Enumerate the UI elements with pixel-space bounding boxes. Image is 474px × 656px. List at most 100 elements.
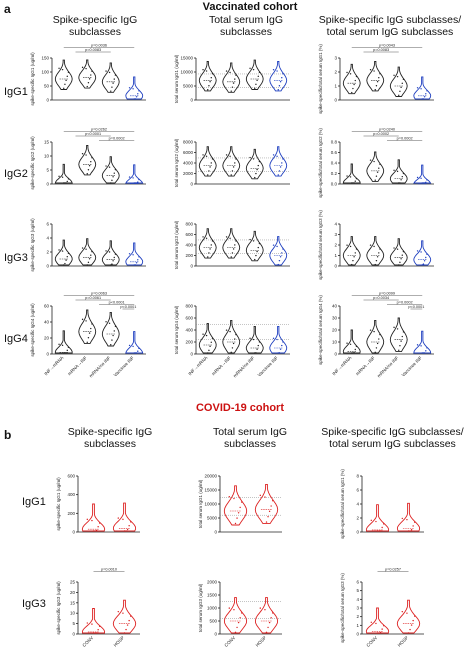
data-point: [402, 250, 405, 253]
data-point: [111, 179, 113, 182]
violin: [222, 228, 241, 259]
y-tick-label: 1500: [207, 593, 218, 598]
data-point: [265, 631, 268, 633]
data-point: [264, 496, 266, 498]
data-point: [92, 530, 95, 532]
data-point: [353, 256, 355, 258]
data-point: [112, 176, 114, 178]
data-point: [225, 329, 228, 331]
data-point: [91, 623, 93, 625]
data-point: [61, 68, 64, 71]
y-tick-label: 3: [334, 232, 337, 237]
data-point: [66, 349, 68, 352]
data-point: [374, 263, 376, 266]
data-point: [126, 528, 129, 531]
x-tick-label: mRNA/no INF: [376, 355, 400, 379]
data-point: [110, 343, 112, 346]
violin: [342, 329, 361, 354]
data-point: [108, 322, 111, 325]
data-point: [67, 71, 70, 74]
data-point: [128, 344, 131, 347]
data-point: [352, 87, 354, 90]
data-point: [130, 521, 132, 523]
data-point: [81, 153, 84, 155]
col-title-a-spike: Spike-specific IgG subclasses: [52, 14, 138, 39]
data-point: [208, 349, 210, 352]
y-tick-label: 20: [70, 590, 76, 595]
data-point: [111, 339, 113, 341]
data-point: [87, 261, 90, 264]
data-point: [277, 174, 279, 176]
data-point: [133, 98, 135, 100]
data-point: [94, 632, 96, 634]
data-point: [258, 71, 261, 74]
data-point: [378, 530, 380, 532]
violin: [112, 502, 137, 532]
data-point: [229, 237, 231, 239]
data-point: [369, 159, 372, 161]
y-tick-label: 60: [44, 304, 50, 309]
data-point: [259, 607, 261, 609]
data-point: [230, 174, 232, 176]
violin: [245, 230, 264, 262]
data-point: [281, 252, 283, 254]
data-point: [279, 166, 282, 168]
y-tick-label: 4: [334, 222, 337, 227]
y-tick-label: 0.0: [331, 182, 338, 187]
data-point: [105, 165, 107, 167]
data-point: [128, 176, 131, 178]
data-point: [128, 525, 130, 527]
panel-letter-a: a: [4, 2, 11, 16]
data-point: [233, 497, 235, 500]
data-point: [249, 67, 251, 70]
col-title-b-total: Total serum IgG subclasses: [212, 426, 288, 451]
violin: [365, 504, 390, 532]
data-point: [257, 164, 259, 167]
data-point: [234, 522, 237, 525]
data-point: [420, 251, 422, 253]
p-value-label: p<0.0001: [109, 301, 125, 305]
y-tick-label: 15000: [180, 56, 193, 61]
y-tick-label: 5000: [183, 84, 194, 89]
data-point: [370, 621, 372, 624]
x-tick-label: HOSP: [113, 635, 126, 648]
y-tick-label: 0: [72, 530, 75, 535]
violin: [81, 608, 106, 634]
data-point: [258, 341, 261, 343]
y-tick-label: 0: [46, 182, 49, 187]
y-tick-label: 600: [185, 316, 193, 321]
violin: [101, 240, 120, 266]
data-point: [208, 85, 210, 87]
data-point: [346, 244, 348, 246]
data-point: [113, 172, 115, 174]
data-point: [209, 345, 211, 348]
x-tick-label: HOSP: [255, 635, 268, 648]
data-point: [264, 609, 266, 611]
y-tick-label: 15: [44, 140, 50, 145]
chart-b-igg1-spike-specific: spike-specific IgG1 (ug/ml) 0 200 400 600: [56, 474, 140, 535]
data-point: [230, 90, 232, 92]
violin: [198, 228, 217, 259]
p-value-label: p=0.0063: [91, 292, 107, 296]
y-tick-label: 10000: [204, 502, 217, 507]
y-tick-label: 5000: [207, 516, 218, 521]
data-point: [132, 88, 134, 90]
data-point: [398, 264, 400, 266]
data-point: [399, 90, 401, 93]
data-point: [138, 178, 140, 181]
data-point: [401, 610, 403, 613]
y-tick-label: 0: [46, 98, 49, 103]
x-tick-label: HOSP: [397, 635, 410, 648]
data-point: [133, 352, 135, 354]
data-point: [422, 352, 425, 354]
data-point: [421, 264, 423, 266]
data-point: [375, 85, 378, 87]
data-point: [235, 333, 237, 336]
data-point: [425, 350, 427, 352]
data-point: [353, 83, 355, 86]
data-point: [414, 521, 416, 523]
data-point: [64, 352, 66, 354]
data-point: [58, 343, 60, 346]
violin: [222, 146, 241, 177]
data-point: [272, 499, 274, 502]
